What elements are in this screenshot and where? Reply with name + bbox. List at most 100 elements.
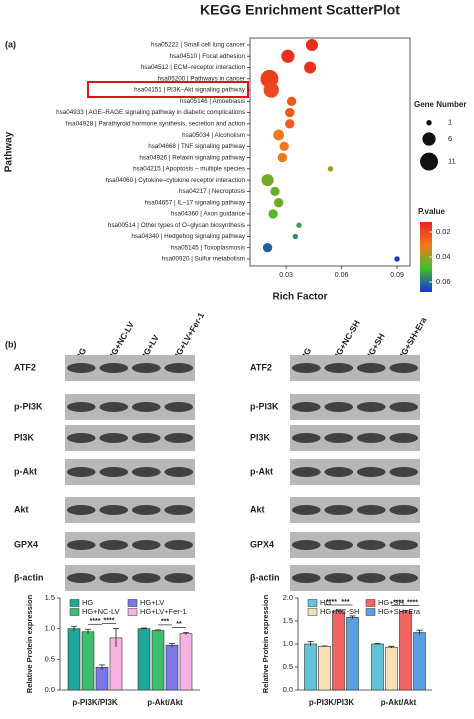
point — [273, 129, 285, 141]
legend-size — [422, 132, 436, 146]
y-tick-label: hsa04360 | Axon guidance — [171, 211, 246, 218]
point — [292, 233, 299, 240]
blot-band — [99, 363, 129, 373]
protein-label: p-Akt — [14, 466, 37, 476]
y-tick-label: hsa04933 | AGE–RAGE signaling pathway in… — [56, 109, 245, 116]
blot-band — [291, 467, 321, 477]
error-bar — [388, 645, 395, 649]
y-tick-label: hsa04215 | Apoptosis – multiple species — [133, 166, 245, 173]
error-bar — [85, 628, 91, 635]
bar — [151, 630, 165, 691]
point — [262, 243, 273, 253]
blot-band — [131, 505, 161, 515]
blot-band — [356, 402, 386, 412]
y-tick-label: 1.5 — [45, 593, 55, 602]
legend-swatch — [127, 608, 138, 616]
blot-band — [356, 467, 386, 477]
y-tick-label: hsa04926 | Relaxin signaling pathway — [139, 154, 245, 161]
point — [261, 174, 274, 187]
error-bar — [141, 627, 147, 630]
significance-label: **** — [90, 618, 101, 625]
protein-label: Akt — [250, 504, 265, 514]
significance-label: **** — [326, 599, 337, 606]
bar — [81, 631, 95, 691]
blot-band — [291, 363, 321, 373]
significance-label: ** — [176, 621, 182, 628]
error-bar — [169, 642, 175, 648]
blot-band — [131, 363, 161, 373]
y-tick-label: hsa05145 | Toxoplasmosis — [171, 244, 245, 251]
blot-band — [291, 505, 321, 515]
blot-band — [66, 540, 96, 550]
blot-band — [291, 433, 321, 443]
error-bar — [113, 628, 119, 648]
y-tick-label: 1.5 — [283, 616, 293, 625]
y-tick-label: hsa04060 | Cytokine–cytokine receptor in… — [105, 177, 245, 184]
blot-band — [99, 540, 129, 550]
bar — [179, 633, 193, 691]
y-tick-label: hsa05222 | Small cell lung cancer — [151, 42, 245, 49]
error-bar — [321, 645, 328, 647]
error-bar — [416, 629, 423, 635]
y-tick-label: 0.5 — [45, 654, 55, 663]
blot-band — [131, 433, 161, 443]
panel-label: (b) — [5, 339, 17, 349]
y-tick-label: 1.0 — [45, 624, 55, 633]
x-tick-label: 0.09 — [390, 272, 404, 279]
blot-band — [291, 402, 321, 412]
error-bar — [155, 629, 161, 632]
blot-band — [99, 505, 129, 515]
blot-band — [389, 505, 419, 515]
blot-band — [164, 505, 194, 515]
bar — [399, 611, 412, 691]
blot-band — [356, 363, 386, 373]
error-bar — [402, 610, 409, 614]
bar — [332, 610, 345, 691]
blot-band — [66, 573, 96, 583]
chart-title: KEGG Enrichment ScatterPlot — [200, 2, 400, 18]
y-axis-label: Pathway — [4, 131, 15, 172]
legend-label: HG+NC-SH — [320, 607, 359, 616]
point — [273, 197, 284, 208]
protein-label: β-actin — [14, 572, 44, 582]
legend-size-label: 1 — [448, 118, 452, 127]
legend-title: Gene Number — [414, 100, 466, 109]
blot-band — [389, 363, 419, 373]
error-bar — [335, 609, 342, 612]
significance-label: **** — [407, 599, 418, 606]
y-tick-label: hsa04512 | ECM–receptor interaction — [141, 64, 246, 71]
y-tick-label: hsa00514 | Other types of O–glycan biosy… — [108, 222, 245, 229]
bar — [385, 646, 398, 691]
legend-size — [426, 120, 432, 126]
blot-band — [324, 505, 354, 515]
blot-band — [389, 433, 419, 443]
y-tick-label: 2.0 — [283, 593, 293, 602]
bar — [346, 617, 359, 691]
blot-band — [356, 573, 386, 583]
blot-band — [291, 540, 321, 550]
blot-band — [66, 433, 96, 443]
point — [285, 119, 295, 129]
y-axis-label: Relative Protein expression — [25, 594, 34, 693]
blot-band — [389, 467, 419, 477]
panel-label: (a) — [5, 39, 16, 49]
point — [268, 209, 278, 219]
x-tick-label: p-Akt/Akt — [147, 698, 183, 707]
colorbar — [420, 222, 432, 292]
x-tick-label: p-Akt/Akt — [381, 698, 417, 707]
highlight-box — [87, 81, 249, 98]
legend-size-label: 6 — [448, 134, 452, 143]
point — [394, 256, 400, 262]
blot-band — [66, 467, 96, 477]
blot-band — [324, 433, 354, 443]
significance-label: *** — [341, 599, 349, 606]
bar — [95, 667, 109, 691]
bar — [67, 628, 81, 691]
y-tick-label: hsa05200 | Pathways in cancer — [158, 75, 245, 82]
legend-size-label: 11 — [448, 157, 456, 166]
legend-title: P.value — [418, 207, 446, 216]
blot-band — [324, 363, 354, 373]
blot-band — [131, 467, 161, 477]
blot-band — [164, 363, 194, 373]
lane-label: HG+LV+Fer-1 — [171, 310, 207, 362]
